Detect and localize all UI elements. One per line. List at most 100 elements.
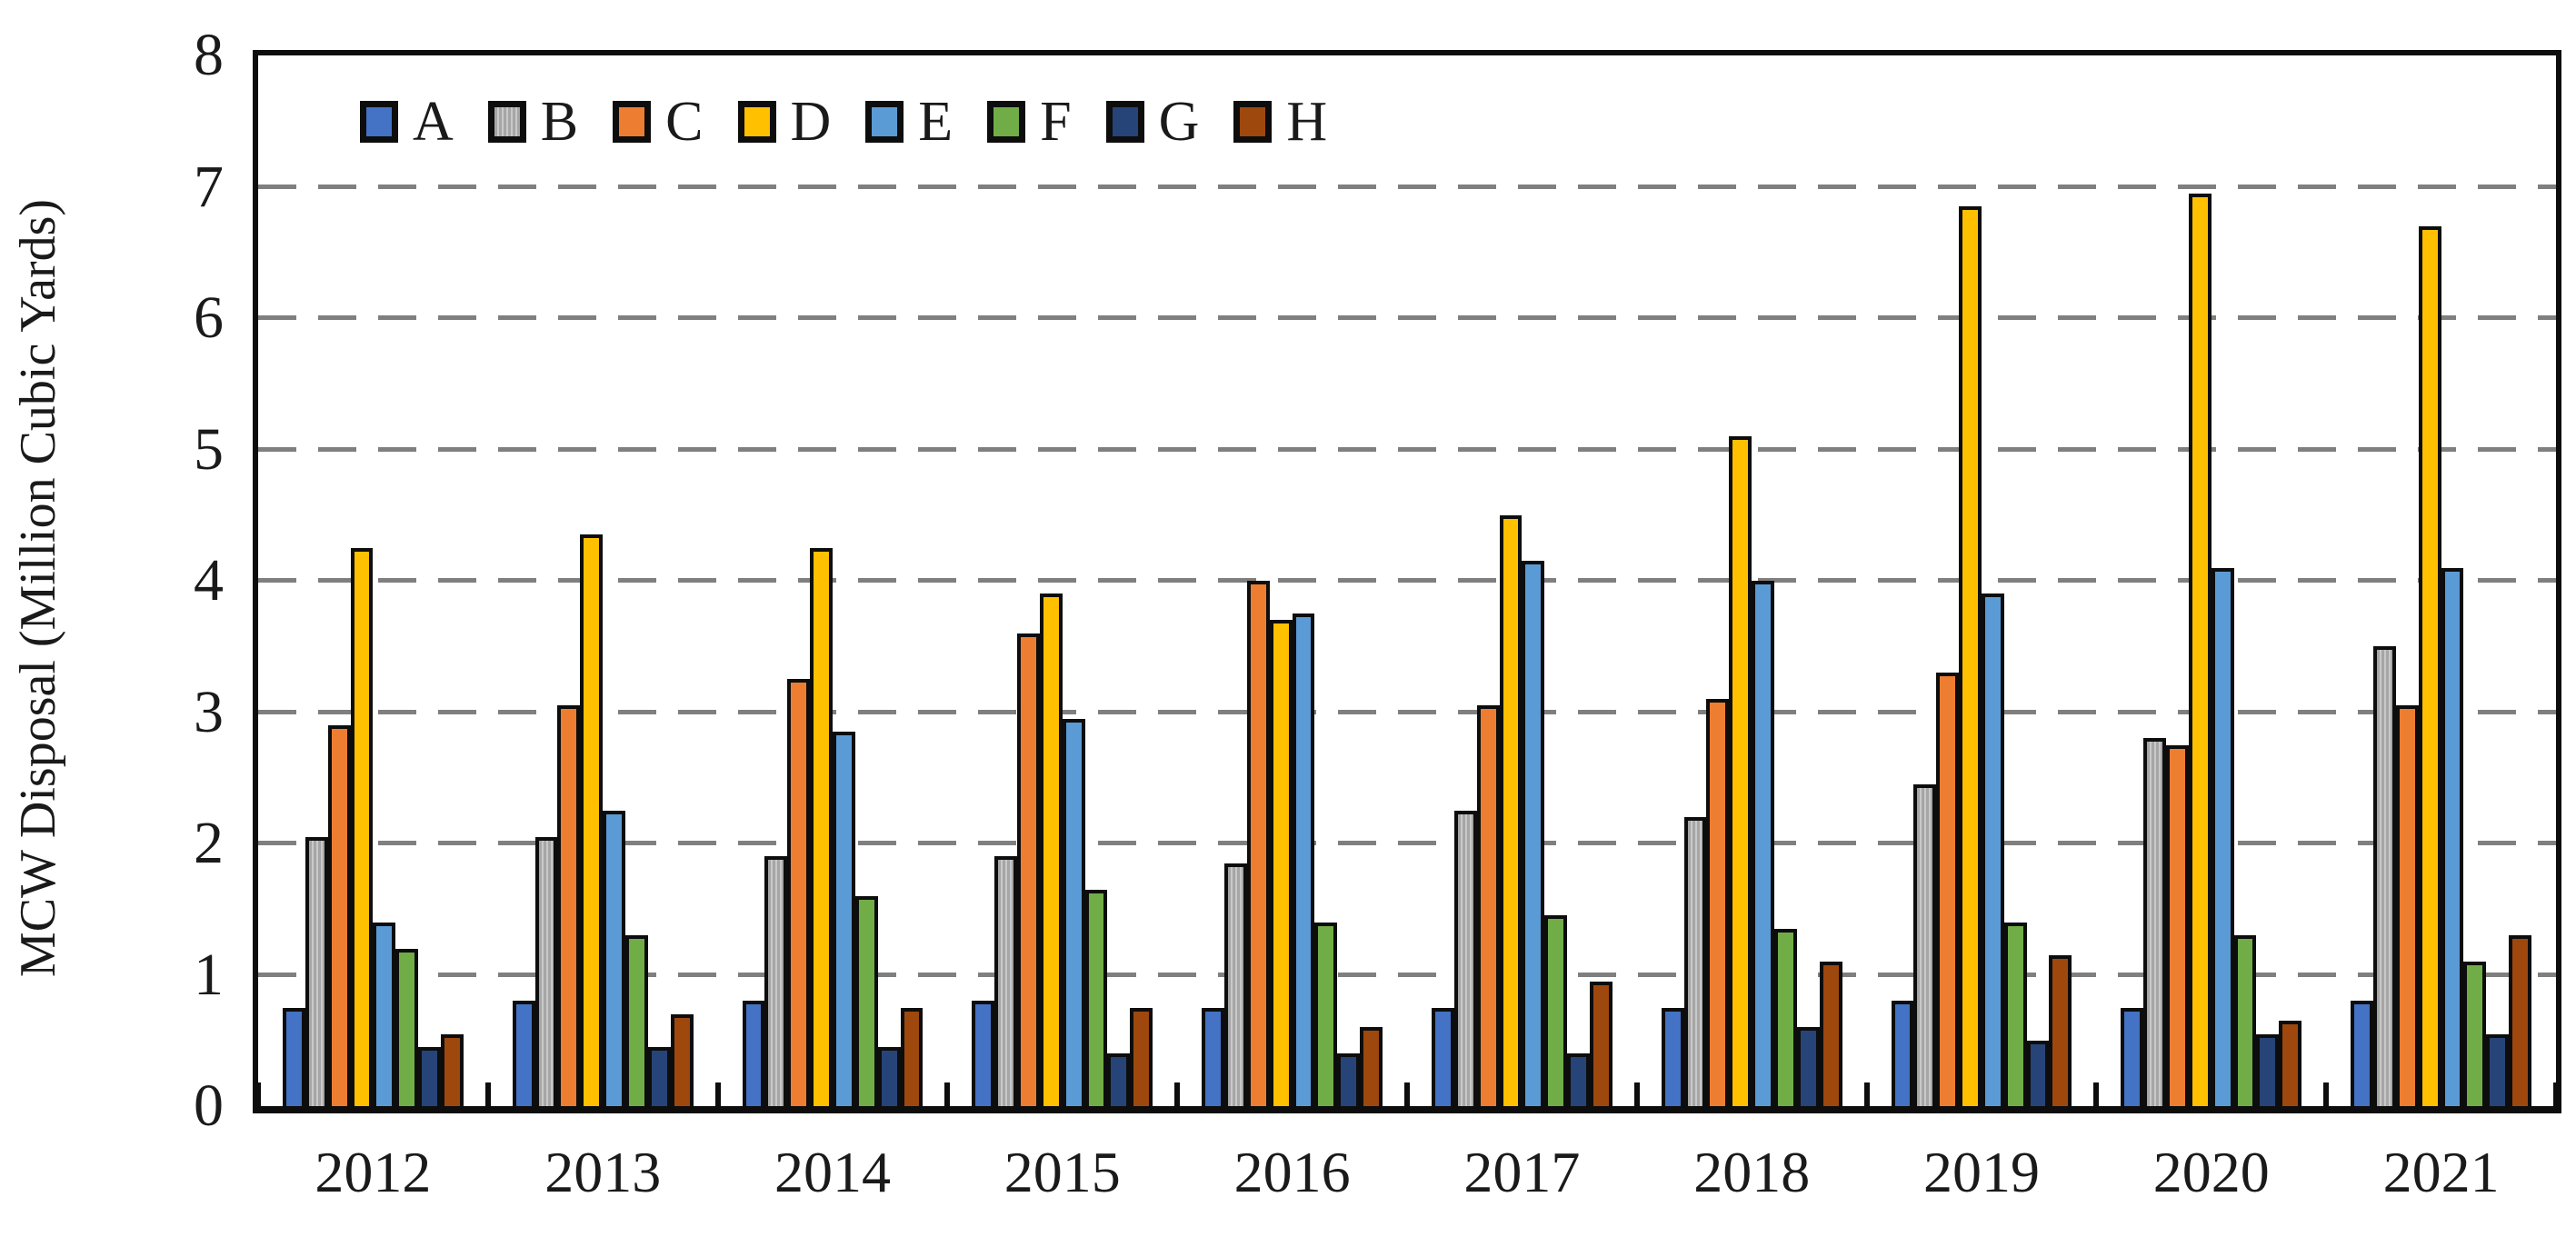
legend: A B C D E F G H: [360, 94, 1327, 150]
y-tick-label-2: 2: [194, 810, 224, 876]
bar-2015-F: [1084, 889, 1108, 1106]
bar-2019-H: [2049, 954, 2072, 1106]
bar-2017-C: [1476, 705, 1500, 1106]
bar-2016-B: [1224, 863, 1247, 1106]
bar-2012-C: [327, 724, 351, 1106]
bar-group-2020: [2096, 55, 2326, 1106]
x-axis-tick: [1174, 1082, 1181, 1106]
bar-2015-E: [1062, 718, 1085, 1106]
bar-2015-B: [994, 856, 1018, 1106]
bar-2018-H: [1819, 962, 1842, 1106]
bar-group-2018: [1637, 55, 1867, 1106]
bar-2014-G: [877, 1046, 901, 1106]
bar-2017-E: [1522, 561, 1545, 1106]
legend-swatch-D: [737, 101, 776, 143]
bar-group-2014: [718, 55, 948, 1106]
bar-2017-A: [1431, 1007, 1454, 1106]
legend-label-G: G: [1158, 91, 1200, 153]
bar-2014-F: [854, 895, 878, 1106]
bar-2018-E: [1752, 581, 1774, 1106]
x-axis-tick: [1633, 1082, 1640, 1106]
bar-group-2012: [258, 55, 488, 1106]
x-axis-tick: [1863, 1082, 1870, 1106]
legend-swatch-E: [865, 101, 904, 143]
bar-2013-H: [670, 1013, 694, 1106]
legend-swatch-C: [613, 101, 652, 143]
legend-swatch-A: [360, 101, 398, 143]
plot-inner: A B C D E F G H: [255, 55, 2559, 1106]
plot-area: A B C D E F G H: [253, 50, 2561, 1113]
bar-2021-G: [2486, 1033, 2510, 1106]
gridline-5: [258, 446, 2556, 452]
bar-2020-B: [2143, 738, 2167, 1106]
legend-item-E: E: [865, 94, 953, 150]
x-axis-tick: [484, 1082, 491, 1106]
bar-group-2015: [947, 55, 1177, 1106]
bar-2013-B: [534, 836, 558, 1106]
bar-2019-B: [1913, 783, 1937, 1106]
bar-group-2016: [1177, 55, 1407, 1106]
legend-swatch-H: [1233, 101, 1273, 143]
bar-2018-B: [1683, 817, 1707, 1106]
gridline-6: [258, 315, 2556, 320]
legend-item-D: D: [737, 94, 831, 150]
bar-2021-H: [2509, 935, 2531, 1106]
x-axis-tick: [2323, 1082, 2330, 1106]
bar-2012-D: [350, 547, 374, 1106]
y-tick-label-5: 5: [194, 415, 224, 483]
legend-item-F: F: [987, 91, 1072, 153]
x-tick-label-2017: 2017: [1463, 1140, 1581, 1204]
bar-2013-C: [557, 705, 581, 1106]
bar-2012-G: [418, 1046, 441, 1106]
x-tick-label-2014: 2014: [774, 1140, 891, 1204]
legend-item-A: A: [360, 94, 454, 150]
legend-label-B: B: [540, 91, 579, 153]
legend-label-H: H: [1286, 91, 1328, 153]
bar-2019-F: [2003, 922, 2027, 1106]
y-tick-label-8: 8: [194, 22, 224, 88]
bar-2020-D: [2188, 193, 2212, 1106]
bar-2019-G: [2026, 1040, 2050, 1106]
y-tick-label-3: 3: [194, 678, 224, 745]
legend-label-E: E: [918, 91, 954, 153]
bar-2014-C: [787, 679, 811, 1106]
bar-2019-A: [1891, 1001, 1914, 1106]
bar-2017-H: [1589, 981, 1612, 1106]
bar-2013-G: [647, 1046, 671, 1106]
bar-2020-C: [2166, 744, 2189, 1106]
y-tick-label-4: 4: [194, 547, 224, 614]
legend-item-B: B: [487, 91, 579, 153]
bar-group-2019: [1867, 55, 2097, 1106]
bar-2013-E: [603, 810, 626, 1106]
bar-2016-G: [1337, 1053, 1361, 1106]
legend-swatch-F: [987, 101, 1026, 143]
gridline-7: [258, 184, 2556, 189]
x-axis-tick: [944, 1082, 951, 1106]
bar-2017-G: [1567, 1053, 1590, 1106]
bar-2017-B: [1453, 810, 1477, 1106]
bar-2012-E: [373, 922, 396, 1106]
bar-group-2013: [488, 55, 718, 1106]
bar-2014-H: [900, 1007, 924, 1106]
bar-2018-G: [1796, 1027, 1820, 1106]
legend-swatch-G: [1105, 101, 1144, 143]
x-tick-label-2016: 2016: [1233, 1140, 1351, 1204]
bar-2012-F: [395, 948, 419, 1106]
bar-2018-A: [1661, 1007, 1684, 1106]
x-axis-tick: [1404, 1082, 1410, 1106]
legend-label-F: F: [1040, 91, 1072, 153]
bar-group-2017: [1407, 55, 1637, 1106]
bar-2014-A: [742, 1001, 765, 1106]
x-axis-tick: [2553, 1082, 2559, 1106]
legend-label-C: C: [665, 91, 704, 153]
x-tick-label-2015: 2015: [1003, 1140, 1121, 1204]
y-tick-label-1: 1: [194, 941, 224, 1008]
bar-2014-E: [832, 732, 855, 1106]
legend-swatch-B: [487, 101, 526, 143]
bar-2021-E: [2441, 567, 2464, 1106]
bar-2019-D: [1959, 206, 1982, 1106]
gridline-3: [258, 709, 2556, 714]
bar-2012-A: [283, 1007, 305, 1106]
x-tick-label-2018: 2018: [1693, 1140, 1811, 1204]
